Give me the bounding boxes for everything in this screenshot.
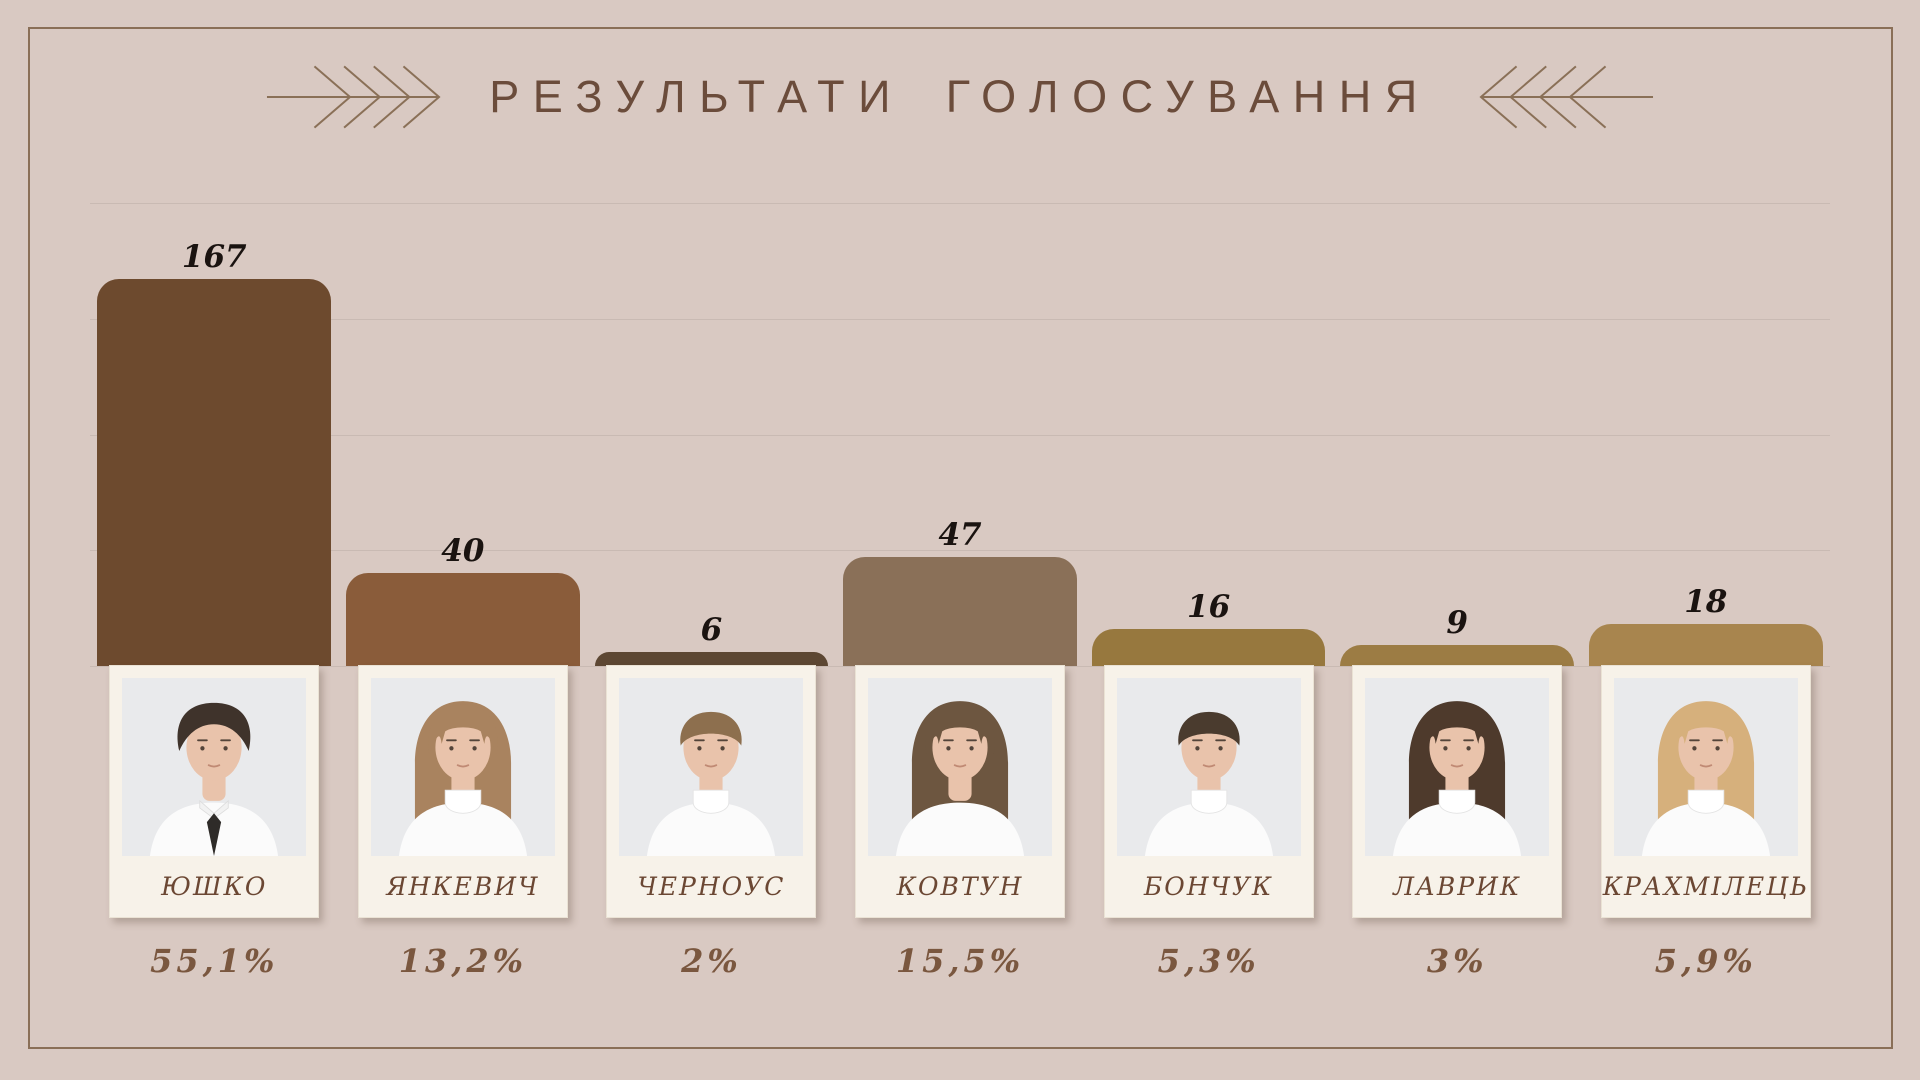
bar-zone: 47 [836,203,1085,666]
vote-bar [1091,629,1326,666]
vote-count-label: 40 [441,533,485,570]
bar-zone: 40 [339,203,588,666]
gridline-200 [90,203,1830,204]
candidate-card: ЛАВРИК [1352,665,1563,918]
percent-label: 3% [1426,942,1488,980]
vote-bar [1340,645,1574,666]
candidate-photo [868,678,1053,856]
candidate-name: ЯНКЕВИЧ [386,871,540,901]
percent-label: 5,3% [1157,942,1260,980]
candidate-name: КОВТУН [896,871,1024,901]
candidate-card: КОВТУН [855,665,1066,918]
candidate-photo [370,678,555,856]
candidate-name: ЛАВРИК [1393,871,1522,901]
vote-count-label: 9 [1446,605,1468,642]
vote-bar [594,652,829,666]
candidate-card: КРАХМІЛЕЦЬ [1600,665,1811,918]
candidate-column: 167 [90,203,339,980]
candidate-name: ЧЕРНОУС [637,871,786,901]
vote-count-label: 18 [1684,584,1728,621]
candidate-name: БОНЧУК [1143,871,1274,901]
candidate-photo [122,678,307,856]
percent-label: 5,9% [1654,942,1757,980]
candidate-name: КРАХМІЛЕЦЬ [1602,871,1809,901]
bar-chart: 167 [90,203,1830,980]
candidate-photo [1116,678,1301,856]
candidate-column: 16 [1084,203,1333,980]
candidate-card: ЧЕРНОУС [606,665,817,918]
arrow-right-icon [265,62,443,132]
candidate-name: ЮШКО [161,871,268,901]
vote-count-label: 16 [1187,589,1231,625]
percent-label: 15,5% [895,942,1025,980]
percent-label: 55,1% [150,942,279,980]
candidate-column: 18 [1581,203,1830,980]
bar-zone: 167 [90,203,339,666]
percent-label: 2% [681,942,742,980]
gridline-150 [90,318,1830,320]
vote-bar [97,279,332,666]
candidate-column: 9 [1333,203,1582,980]
candidate-photo [1613,678,1798,856]
candidate-column: 47 [836,203,1085,980]
title-row: РЕЗУЛЬТАТИ ГОЛОСУВАННЯ [0,62,1920,132]
candidate-card: ЮШКО [109,665,320,918]
candidate-photo [619,678,804,856]
bar-zone: 18 [1581,203,1830,666]
candidate-column: 40 [339,203,588,980]
vote-count-label: 47 [938,517,982,554]
vote-count-label: 167 [181,239,247,276]
arrow-left-icon [1477,62,1655,132]
candidate-column: 6 [587,203,836,980]
candidate-card: ЯНКЕВИЧ [357,665,568,918]
candidate-photo [1365,678,1550,856]
vote-bar [843,557,1077,666]
candidate-card: БОНЧУК [1103,665,1314,918]
percent-label: 13,2% [398,942,528,980]
vote-count-label: 6 [700,612,723,649]
bar-zone: 6 [587,203,836,666]
bar-zone: 16 [1084,203,1333,666]
vote-bar [346,573,580,666]
gridline-50 [90,550,1830,552]
bar-zone: 9 [1333,203,1582,666]
vote-bar [1588,624,1823,666]
gridline-100 [90,434,1830,436]
page-title: РЕЗУЛЬТАТИ ГОЛОСУВАННЯ [489,71,1431,122]
